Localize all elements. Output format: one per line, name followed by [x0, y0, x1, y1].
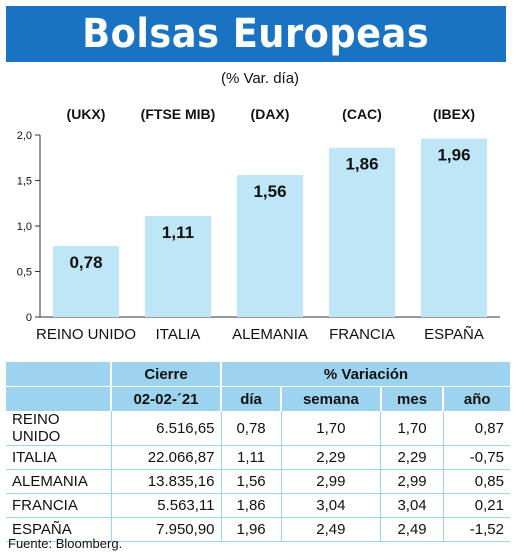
header-mes: mes — [379, 386, 444, 411]
row-cierre: 22.066,87 — [110, 445, 221, 470]
y-tick-label: 1,5 — [17, 176, 32, 188]
bar-value-label: 0,78 — [69, 253, 102, 272]
row-cierre: 13.835,16 — [110, 469, 221, 494]
index-label: (IBEX) — [433, 106, 475, 122]
bar-value-label: 1,86 — [345, 155, 378, 174]
y-tick-label: 0 — [26, 312, 32, 324]
row-mes: 2,99 — [380, 469, 444, 494]
row-ano: 0,21 — [442, 493, 510, 518]
row-name: ESPAÑA — [6, 517, 111, 542]
chart-subtitle: (% Var. día) — [220, 70, 300, 87]
table-row: ALEMANIA 13.835,16 1,56 2,99 2,99 0,85 — [6, 469, 510, 494]
y-tick-label: 1,0 — [17, 221, 32, 233]
bar — [329, 147, 395, 317]
x-tick-label: ESPAÑA — [424, 326, 484, 343]
x-tick-label: FRANCIA — [329, 326, 395, 343]
row-dia: 1,11 — [220, 445, 282, 470]
index-label: (CAC) — [342, 106, 382, 122]
row-mes: 3,04 — [380, 493, 444, 518]
table-row: ITALIA 22.066,87 1,11 2,29 2,29 -0,75 — [6, 445, 510, 470]
index-label: (FTSE MIB) — [141, 106, 216, 122]
x-tick-label: ALEMANIA — [232, 326, 308, 343]
x-tick-label: REINO UNIDO — [36, 326, 136, 343]
y-tick-label: 2,0 — [17, 130, 32, 142]
row-ano: 0,87 — [442, 411, 510, 446]
row-semana: 3,04 — [280, 493, 381, 518]
bar — [145, 215, 211, 317]
row-semana: 2,49 — [280, 517, 381, 542]
row-dia: 1,56 — [220, 469, 282, 494]
bar — [53, 246, 119, 317]
y-tick-label: 0,5 — [17, 267, 32, 279]
row-cierre: 6.516,65 — [110, 411, 221, 446]
row-dia: 1,86 — [220, 493, 282, 518]
bar — [237, 175, 303, 317]
row-semana: 2,99 — [280, 469, 381, 494]
header-cierre: Cierre — [110, 362, 221, 387]
table-corner-2 — [6, 386, 111, 411]
row-name: ITALIA — [6, 445, 111, 470]
index-label: (DAX) — [251, 106, 290, 122]
header-variacion: % Variación — [220, 362, 510, 387]
row-semana: 1,70 — [280, 411, 381, 446]
header-dia: día — [219, 386, 282, 411]
row-dia: 0,78 — [220, 411, 282, 446]
bar-value-label: 1,11 — [162, 223, 194, 242]
data-table: Cierre % Variación 02-02-´21 día semana … — [6, 362, 510, 542]
row-ano: 0,85 — [442, 469, 510, 494]
x-tick-label: ITALIA — [156, 326, 201, 343]
table-row: ESPAÑA 7.950,90 1,96 2,49 2,49 -1,52 — [6, 517, 510, 542]
row-ano: -1,52 — [442, 517, 510, 542]
row-name: REINO UNIDO — [6, 411, 111, 446]
bar-chart: 0 0,5 1,0 1,5 2,0 0,78 (UKX) REINO UNIDO 1,11 (FT… — [17, 106, 500, 343]
bar-value-label: 1,96 — [437, 146, 470, 165]
row-mes: 2,49 — [380, 517, 444, 542]
index-label: (UKX) — [67, 106, 106, 122]
page-title: Bolsas Europeas — [82, 11, 430, 57]
header-date: 02-02-´21 — [110, 386, 221, 411]
row-semana: 2,29 — [280, 445, 381, 470]
title-banner: Bolsas Europeas — [6, 6, 506, 62]
table-row: FRANCIA 5.563,11 1,86 3,04 3,04 0,21 — [6, 493, 510, 518]
bar-value-label: 1,56 — [253, 182, 286, 201]
table-corner — [6, 362, 111, 387]
table-row: REINO UNIDO 6.516,65 0,78 1,70 1,70 0,87 — [6, 411, 510, 446]
row-name: FRANCIA — [6, 493, 111, 518]
source-note: Fuente: Bloomberg. — [8, 536, 123, 551]
row-cierre: 5.563,11 — [110, 493, 221, 518]
header-ano: año — [442, 386, 510, 411]
bar — [421, 138, 487, 317]
row-cierre: 7.950,90 — [110, 517, 221, 542]
row-name: ALEMANIA — [6, 469, 111, 494]
row-dia: 1,96 — [220, 517, 282, 542]
row-mes: 2,29 — [380, 445, 444, 470]
row-ano: -0,75 — [442, 445, 510, 470]
row-mes: 1,70 — [380, 411, 444, 446]
header-semana: semana — [280, 386, 381, 411]
